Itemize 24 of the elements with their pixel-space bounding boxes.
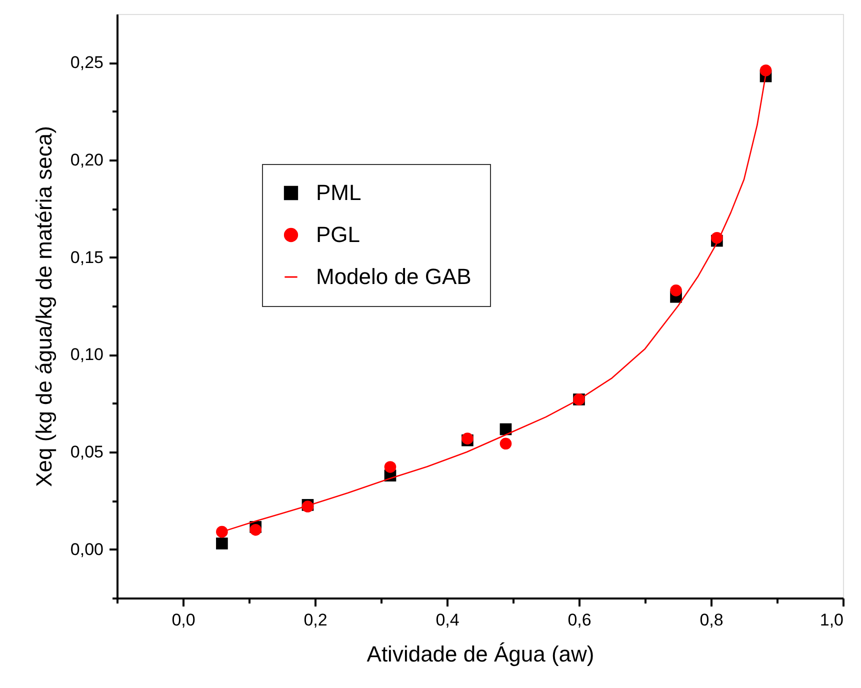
y-tick-label: 0,15 xyxy=(70,248,104,267)
point xyxy=(216,526,228,538)
x-tick-label: 0,0 xyxy=(172,610,196,630)
legend-label: Modelo de GAB xyxy=(316,264,472,289)
legend-label: PML xyxy=(316,180,362,205)
legend-label: PGL xyxy=(316,222,360,247)
point xyxy=(500,438,512,450)
x-tick-label: 0,8 xyxy=(700,610,724,630)
y-tick-label: 0,25 xyxy=(70,53,104,72)
y-tick-label: 0,05 xyxy=(70,442,104,462)
x-axis-title: Atividade de Água (aw) xyxy=(366,642,594,666)
x-tick-label: 0,2 xyxy=(304,610,328,630)
x-tick-label: 0,6 xyxy=(568,610,592,630)
y-axis-title: Xeq (kg de água/kg de matéria seca) xyxy=(31,126,56,487)
y-tick-label: 0,00 xyxy=(70,540,104,559)
y-tick-label: 0,10 xyxy=(70,345,104,364)
point xyxy=(250,524,262,536)
point xyxy=(670,284,682,296)
y-tick-label: 0,20 xyxy=(70,150,104,170)
x-tick-label: 1,0 xyxy=(820,610,844,630)
point xyxy=(216,538,228,550)
point xyxy=(760,64,772,76)
point xyxy=(384,461,396,473)
x-tick-label: 0,4 xyxy=(436,610,460,630)
